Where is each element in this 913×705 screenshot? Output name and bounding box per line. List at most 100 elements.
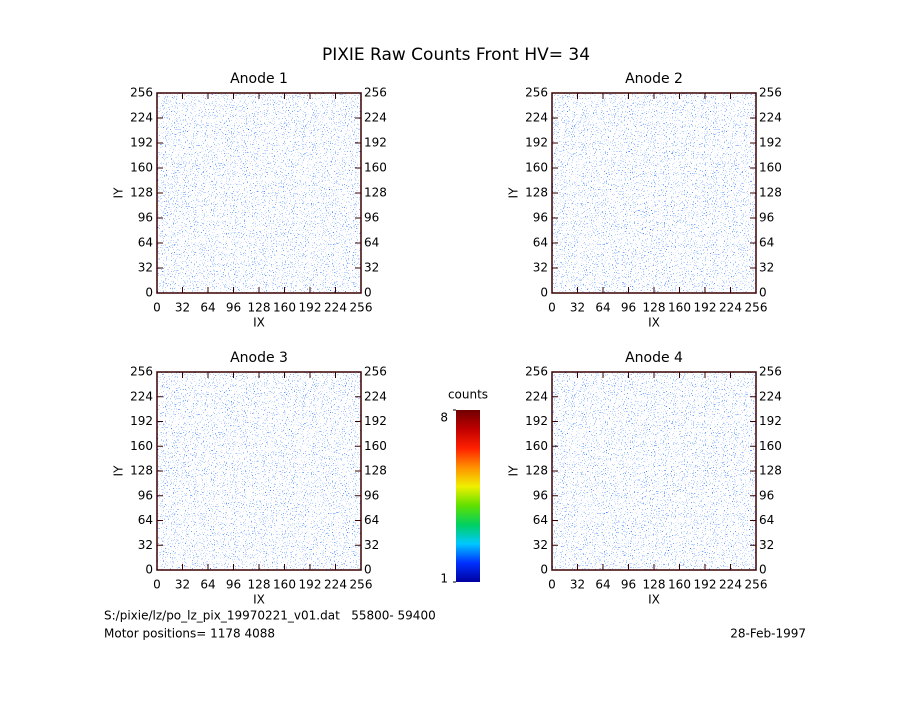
panel-title: Anode 1 [230, 71, 288, 87]
y2-tick-label: 224 [759, 111, 782, 125]
y-tick-label: 32 [533, 261, 548, 275]
y-tick-label: 96 [533, 211, 548, 225]
y2-tick-label: 64 [364, 513, 379, 527]
y2-tick-label: 128 [364, 464, 387, 478]
x-tick-label: 96 [621, 301, 636, 315]
y-tick-label: 128 [130, 186, 153, 200]
y2-tick-label: 32 [364, 261, 379, 275]
y-axis-label: IY [507, 187, 521, 199]
x-tick-label: 256 [745, 301, 768, 315]
y-axis-label: IY [112, 465, 126, 477]
count-texture [157, 93, 361, 293]
y-tick-label: 256 [525, 86, 548, 100]
x-tick-label: 256 [350, 578, 373, 592]
y2-tick-label: 256 [759, 86, 782, 100]
x-tick-label: 0 [548, 301, 556, 315]
x-tick-label: 64 [200, 578, 215, 592]
panel-title: Anode 2 [625, 71, 683, 87]
y-tick-label: 192 [525, 414, 548, 428]
y-tick-label: 192 [130, 414, 153, 428]
x-tick-label: 160 [273, 578, 296, 592]
y-tick-label: 192 [525, 136, 548, 150]
y2-tick-label: 224 [759, 389, 782, 403]
count-texture [157, 372, 361, 570]
x-tick-label: 160 [273, 301, 296, 315]
x-tick-label: 32 [570, 301, 585, 315]
y-tick-label: 32 [533, 538, 548, 552]
y-tick-label: 64 [533, 236, 548, 250]
y-tick-label: 64 [138, 513, 153, 527]
colorbar [456, 410, 480, 582]
y2-tick-label: 160 [364, 161, 387, 175]
y2-tick-label: 64 [759, 513, 774, 527]
x-tick-label: 128 [643, 578, 666, 592]
x-tick-label: 32 [570, 578, 585, 592]
y-tick-label: 160 [130, 161, 153, 175]
y-tick-label: 64 [533, 513, 548, 527]
x-tick-label: 0 [153, 301, 161, 315]
x-tick-label: 224 [719, 301, 742, 315]
y2-tick-label: 224 [364, 111, 387, 125]
x-tick-label: 160 [668, 578, 691, 592]
y2-tick-label: 256 [364, 86, 387, 100]
y-tick-label: 224 [130, 389, 153, 403]
x-axis-label: IX [253, 593, 265, 607]
y-tick-label: 128 [525, 464, 548, 478]
y2-tick-label: 160 [759, 439, 782, 453]
y-tick-label: 0 [145, 286, 153, 300]
y-tick-label: 256 [130, 86, 153, 100]
y-tick-label: 160 [525, 439, 548, 453]
main-title: PIXIE Raw Counts Front HV= 34 [322, 45, 590, 65]
x-tick-label: 0 [153, 578, 161, 592]
y2-tick-label: 64 [759, 236, 774, 250]
y2-tick-label: 128 [759, 186, 782, 200]
x-tick-label: 160 [668, 301, 691, 315]
y-tick-label: 224 [525, 389, 548, 403]
y-tick-label: 160 [525, 161, 548, 175]
x-tick-label: 128 [248, 301, 271, 315]
y2-tick-label: 192 [759, 136, 782, 150]
y2-tick-label: 32 [759, 538, 774, 552]
x-tick-label: 64 [595, 301, 610, 315]
x-tick-label: 128 [248, 578, 271, 592]
x-tick-label: 0 [548, 578, 556, 592]
y2-tick-label: 160 [759, 161, 782, 175]
y-tick-label: 0 [540, 563, 548, 577]
y-axis-label: IY [507, 465, 521, 477]
date: 28-Feb-1997 [730, 627, 806, 641]
x-tick-label: 32 [175, 301, 190, 315]
x-axis-label: IX [648, 316, 660, 330]
y-tick-label: 96 [138, 211, 153, 225]
y2-tick-label: 32 [364, 538, 379, 552]
y2-tick-label: 0 [759, 286, 767, 300]
y2-tick-label: 64 [364, 236, 379, 250]
count-texture [552, 372, 756, 570]
y2-tick-label: 32 [759, 261, 774, 275]
x-tick-label: 64 [200, 301, 215, 315]
x-tick-label: 192 [694, 301, 717, 315]
x-tick-label: 32 [175, 578, 190, 592]
x-tick-label: 224 [719, 578, 742, 592]
colorbar-label: counts [448, 388, 488, 402]
y-tick-label: 32 [138, 538, 153, 552]
y-tick-label: 96 [138, 488, 153, 502]
x-tick-label: 224 [324, 578, 347, 592]
y-tick-label: 64 [138, 236, 153, 250]
panel-title: Anode 4 [625, 350, 683, 366]
x-tick-label: 96 [226, 578, 241, 592]
count-texture [552, 93, 756, 293]
y2-tick-label: 128 [759, 464, 782, 478]
y-tick-label: 160 [130, 439, 153, 453]
x-tick-label: 224 [324, 301, 347, 315]
y2-tick-label: 192 [759, 414, 782, 428]
x-axis-label: IX [648, 593, 660, 607]
y2-tick-label: 224 [364, 389, 387, 403]
y2-tick-label: 96 [364, 211, 379, 225]
y-tick-label: 128 [130, 464, 153, 478]
y-tick-label: 224 [130, 111, 153, 125]
y-tick-label: 0 [145, 563, 153, 577]
y2-tick-label: 0 [759, 563, 767, 577]
y2-tick-label: 0 [364, 286, 372, 300]
y2-tick-label: 256 [759, 365, 782, 379]
x-tick-label: 192 [694, 578, 717, 592]
